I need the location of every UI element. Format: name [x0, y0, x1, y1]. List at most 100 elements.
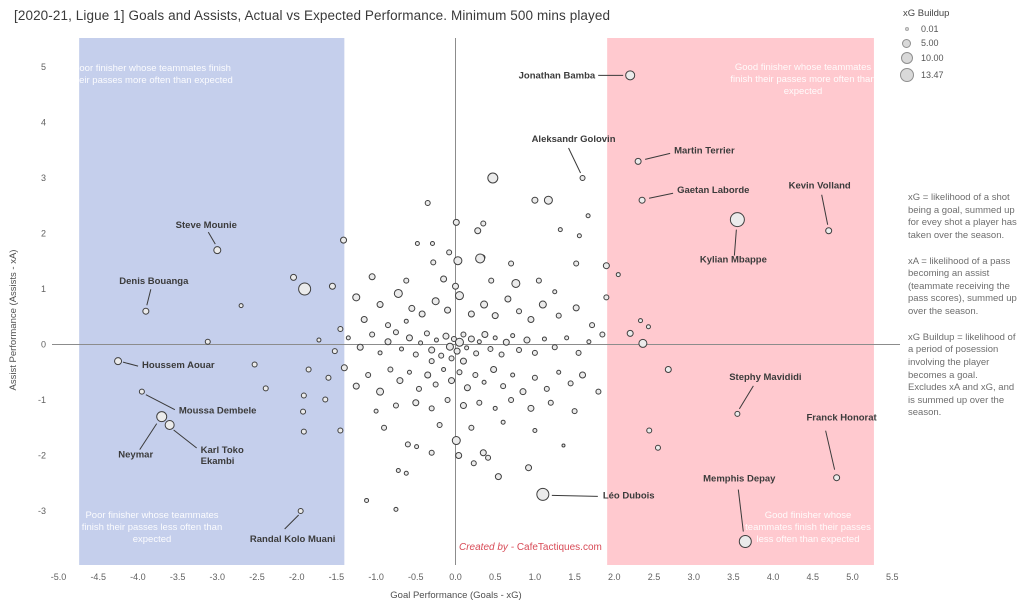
scatter-point[interactable] — [360, 316, 368, 324]
scatter-point[interactable] — [490, 365, 498, 373]
scatter-point[interactable] — [527, 404, 535, 412]
scatter-point[interactable] — [429, 240, 435, 246]
scatter-point[interactable] — [387, 366, 394, 373]
scatter-point[interactable] — [428, 449, 435, 456]
scatter-point[interactable] — [393, 288, 403, 298]
scatter-point[interactable] — [290, 273, 298, 281]
scatter-point[interactable] — [541, 336, 547, 342]
scatter-point[interactable] — [322, 396, 329, 403]
scatter-point-labeled[interactable] — [825, 227, 833, 235]
scatter-point[interactable] — [531, 349, 538, 356]
scatter-point[interactable] — [452, 282, 459, 290]
scatter-point[interactable] — [392, 329, 399, 336]
scatter-point[interactable] — [204, 338, 211, 345]
scatter-point-labeled[interactable] — [213, 246, 222, 255]
scatter-point[interactable] — [432, 381, 439, 388]
scatter-point[interactable] — [476, 339, 482, 345]
scatter-point[interactable] — [464, 345, 470, 351]
scatter-point[interactable] — [356, 343, 364, 351]
scatter-point-labeled[interactable] — [579, 175, 586, 181]
scatter-point[interactable] — [615, 272, 621, 278]
scatter-point[interactable] — [448, 355, 455, 362]
scatter-point[interactable] — [403, 318, 409, 324]
scatter-point[interactable] — [555, 312, 562, 319]
scatter-point[interactable] — [262, 385, 269, 392]
scatter-point[interactable] — [535, 277, 542, 284]
scatter-point[interactable] — [414, 444, 420, 450]
scatter-point[interactable] — [444, 397, 451, 403]
scatter-point[interactable] — [480, 220, 487, 227]
scatter-point[interactable] — [500, 419, 506, 425]
scatter-point[interactable] — [395, 467, 401, 473]
scatter-point[interactable] — [552, 289, 558, 295]
scatter-point[interactable] — [428, 358, 435, 365]
scatter-point[interactable] — [399, 346, 405, 352]
scatter-point-labeled[interactable] — [114, 357, 123, 366]
scatter-point[interactable] — [510, 333, 516, 339]
scatter-point-labeled[interactable] — [738, 535, 752, 549]
scatter-point[interactable] — [433, 337, 439, 343]
scatter-point[interactable] — [368, 273, 376, 281]
scatter-point[interactable] — [485, 454, 492, 461]
scatter-point[interactable] — [384, 338, 392, 346]
scatter-point-labeled[interactable] — [833, 474, 841, 482]
scatter-point[interactable] — [381, 424, 388, 431]
scatter-point[interactable] — [385, 322, 392, 329]
scatter-point[interactable] — [572, 304, 580, 312]
scatter-point[interactable] — [459, 402, 467, 410]
scatter-point[interactable] — [467, 310, 475, 318]
scatter-point[interactable] — [393, 506, 399, 512]
scatter-point[interactable] — [508, 397, 515, 403]
scatter-point[interactable] — [415, 385, 422, 392]
scatter-point[interactable] — [456, 369, 463, 376]
scatter-point[interactable] — [664, 365, 672, 373]
scatter-point[interactable] — [340, 364, 348, 372]
scatter-point[interactable] — [519, 388, 527, 396]
scatter-point[interactable] — [543, 195, 553, 205]
scatter-point[interactable] — [467, 335, 475, 343]
scatter-point[interactable] — [440, 275, 448, 283]
scatter-point-labeled[interactable] — [536, 487, 550, 501]
scatter-point[interactable] — [589, 322, 596, 329]
scatter-point[interactable] — [340, 236, 348, 244]
scatter-point[interactable] — [364, 497, 370, 503]
scatter-point[interactable] — [430, 259, 437, 266]
scatter-point[interactable] — [442, 332, 450, 340]
scatter-point[interactable] — [603, 294, 610, 301]
scatter-point[interactable] — [424, 371, 432, 379]
scatter-point[interactable] — [325, 374, 332, 381]
scatter-point[interactable] — [561, 443, 566, 448]
scatter-point[interactable] — [557, 227, 563, 233]
scatter-point[interactable] — [298, 282, 312, 296]
scatter-point[interactable] — [460, 331, 467, 338]
scatter-point[interactable] — [472, 372, 479, 379]
scatter-point[interactable] — [352, 293, 361, 302]
scatter-point[interactable] — [377, 350, 383, 356]
scatter-point[interactable] — [494, 473, 502, 481]
scatter-point-labeled[interactable] — [734, 410, 741, 417]
scatter-point[interactable] — [551, 344, 558, 351]
scatter-point[interactable] — [567, 380, 574, 387]
scatter-point[interactable] — [428, 405, 435, 412]
scatter-point[interactable] — [423, 330, 430, 337]
scatter-point[interactable] — [331, 348, 338, 355]
scatter-point[interactable] — [408, 304, 416, 312]
scatter-point[interactable] — [599, 331, 606, 338]
scatter-point[interactable] — [487, 172, 499, 184]
scatter-point[interactable] — [369, 331, 376, 338]
scatter-point[interactable] — [238, 303, 244, 309]
scatter-point[interactable] — [300, 392, 307, 399]
scatter-point-labeled[interactable] — [625, 70, 636, 81]
scatter-point[interactable] — [470, 460, 477, 467]
scatter-point[interactable] — [575, 349, 582, 356]
scatter-point[interactable] — [403, 277, 410, 284]
scatter-point[interactable] — [406, 369, 412, 375]
scatter-point[interactable] — [328, 282, 336, 290]
scatter-point[interactable] — [448, 377, 456, 385]
scatter-point[interactable] — [571, 408, 578, 415]
scatter-point[interactable] — [654, 444, 661, 451]
scatter-point-labeled[interactable] — [729, 212, 745, 228]
scatter-point[interactable] — [438, 352, 445, 359]
scatter-point[interactable] — [476, 399, 483, 406]
scatter-point[interactable] — [446, 249, 453, 256]
